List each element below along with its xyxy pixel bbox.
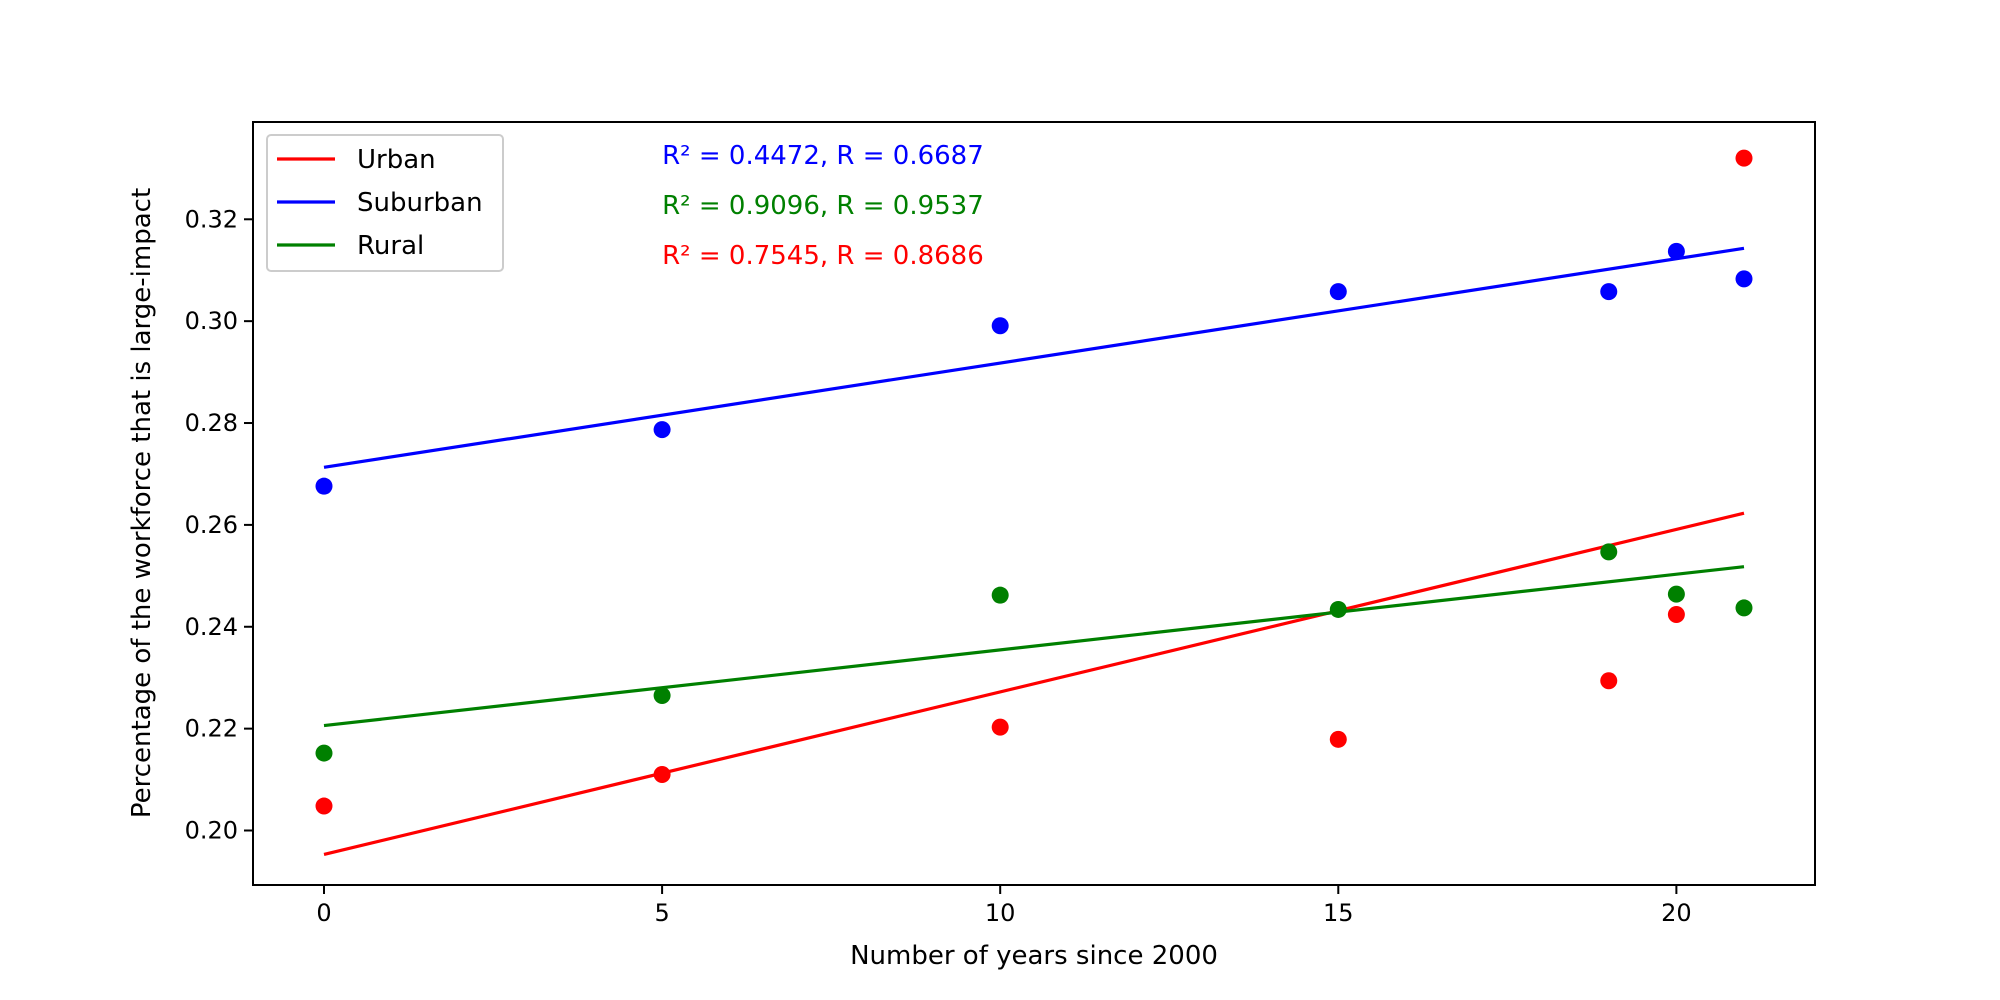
data-point-urban <box>1735 149 1753 167</box>
data-point-rural <box>1329 600 1347 618</box>
x-tick-label: 15 <box>1323 899 1354 927</box>
data-point-urban <box>1667 606 1685 624</box>
axes: 0 5 10 15 20 0.20 0.22 0.24 0.26 0.28 0.30 0.32 <box>185 205 1692 927</box>
r-value-annotation: R² = 0.7545, R = 0.8686 <box>662 241 984 271</box>
data-point-urban <box>1600 672 1618 690</box>
data-point-rural <box>1667 585 1685 603</box>
y-tick-label: 0.22 <box>185 715 238 743</box>
data-point-suburban <box>315 477 333 495</box>
legend-box <box>266 134 504 272</box>
fit-line-suburban <box>323 246 1745 469</box>
plot-frame <box>252 121 1816 886</box>
y-tick-label: 0.20 <box>185 817 238 845</box>
y-tick-label: 0.32 <box>185 205 238 233</box>
x-tick-label: 0 <box>316 899 331 927</box>
data-point-suburban <box>653 421 671 439</box>
legend-label-rural: Rural <box>357 231 424 261</box>
data-point-urban <box>653 765 671 783</box>
data-point-urban <box>1329 730 1347 748</box>
plot-area <box>315 149 1753 856</box>
y-axis-label: Percentage of the workforce that is larg… <box>127 188 157 818</box>
x-tick-label: 20 <box>1661 899 1692 927</box>
legend: Urban Suburban Rural <box>266 134 504 272</box>
y-tick-label: 0.24 <box>185 613 238 641</box>
annotations: R² = 0.4472, R = 0.6687 R² = 0.9096, R = … <box>662 141 984 271</box>
r-value-annotation: R² = 0.9096, R = 0.9537 <box>662 191 984 221</box>
data-point-suburban <box>991 317 1009 335</box>
data-point-rural <box>991 586 1009 604</box>
data-point-suburban <box>1600 283 1618 301</box>
data-point-rural <box>1735 599 1753 617</box>
fit-line-urban <box>323 511 1745 856</box>
y-tick-label: 0.26 <box>185 511 238 539</box>
y-tick-label: 0.28 <box>185 409 238 437</box>
data-point-suburban <box>1329 283 1347 301</box>
x-tick-label: 10 <box>985 899 1016 927</box>
data-point-urban <box>991 718 1009 736</box>
data-point-urban <box>315 797 333 815</box>
fit-line-rural <box>323 565 1745 728</box>
legend-label-urban: Urban <box>357 145 436 175</box>
x-tick-label: 5 <box>654 899 669 927</box>
data-point-suburban <box>1735 270 1753 288</box>
x-axis-label: Number of years since 2000 <box>850 941 1218 971</box>
data-point-rural <box>1600 543 1618 561</box>
data-point-rural <box>315 744 333 762</box>
legend-label-suburban: Suburban <box>357 188 483 218</box>
y-tick-label: 0.30 <box>185 307 238 335</box>
data-point-rural <box>653 687 671 705</box>
r-value-annotation: R² = 0.4472, R = 0.6687 <box>662 141 984 171</box>
data-point-suburban <box>1667 242 1685 260</box>
